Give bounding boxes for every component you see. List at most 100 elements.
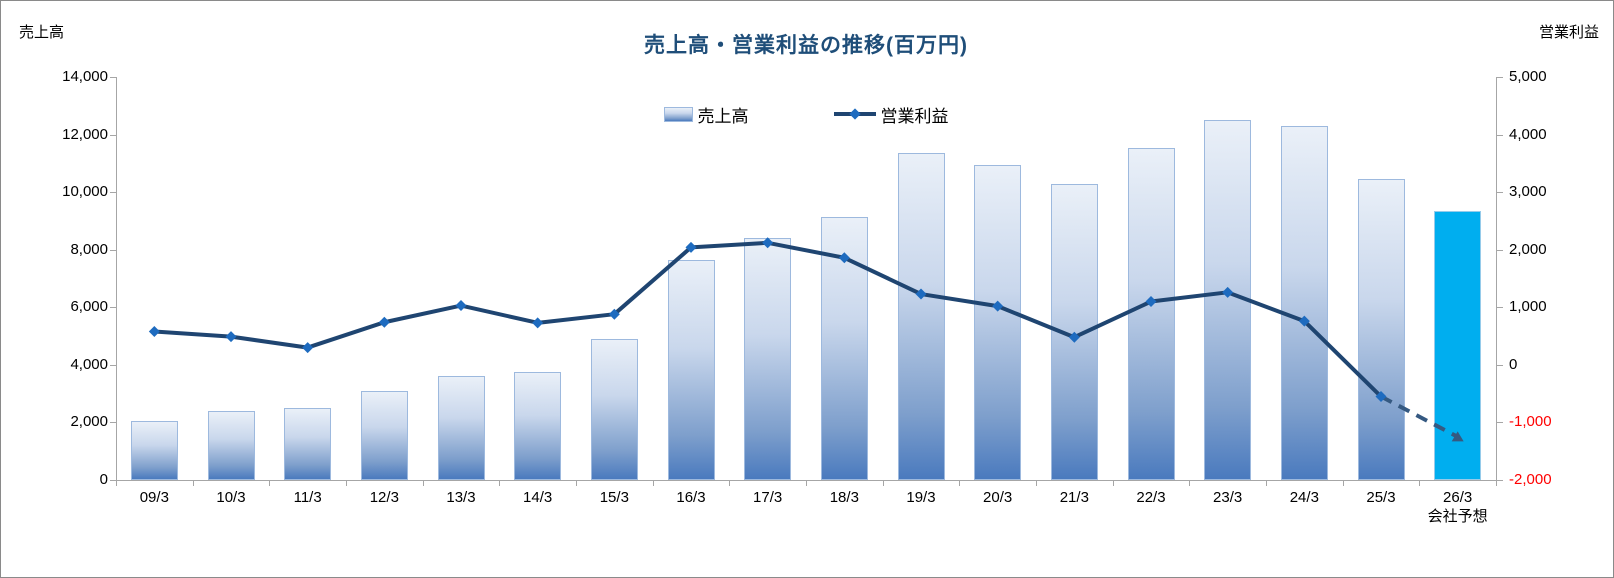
left-axis-tick xyxy=(110,77,116,78)
legend-item-sales: 売上高 xyxy=(663,102,749,127)
left-axis-tick-label: 4,000 xyxy=(70,355,108,373)
x-axis-category-label: 11/3 xyxy=(293,489,322,506)
x-axis-category-label: 21/3 xyxy=(1059,489,1089,506)
left-axis-title: 売上高 xyxy=(19,24,65,41)
x-axis-tick xyxy=(1112,480,1114,486)
x-axis-tick xyxy=(1189,480,1191,486)
right-axis-tick-label: 5,000 xyxy=(1509,68,1547,85)
left-axis-line xyxy=(116,77,117,480)
left-axis-tick-label: 0 xyxy=(99,471,108,488)
x-axis-category-label: 20/3 xyxy=(983,489,1013,506)
x-axis-tick xyxy=(1419,480,1421,486)
x-axis-tick xyxy=(346,480,347,486)
x-axis-category-label: 13/3 xyxy=(446,489,476,506)
x-axis-category-label: 16/3 xyxy=(676,489,706,506)
sales-bar xyxy=(590,338,638,480)
right-axis-tick xyxy=(1497,134,1503,136)
x-axis-tick xyxy=(1266,480,1267,486)
x-axis-tick xyxy=(1342,480,1344,486)
x-axis-category-label: 18/3 xyxy=(829,489,859,506)
x-axis-category-label: 15/3 xyxy=(599,489,629,506)
left-axis-tick xyxy=(110,480,116,481)
left-axis-tick-label: 10,000 xyxy=(62,183,108,201)
left-axis-tick xyxy=(110,249,116,251)
right-axis-tick-label: -2,000 xyxy=(1509,471,1552,488)
sales-bar xyxy=(130,420,178,480)
x-axis-category-label: 24/3 xyxy=(1289,489,1319,506)
sales-bar xyxy=(514,372,562,480)
right-axis-tick-label: 1,000 xyxy=(1509,298,1547,316)
x-axis-category-label: 25/3 xyxy=(1366,489,1396,506)
legend-label-profit: 営業利益 xyxy=(880,106,949,126)
sales-bar xyxy=(284,408,332,480)
sales-bar xyxy=(1357,179,1405,480)
right-axis-tick-label: 2,000 xyxy=(1509,240,1547,258)
left-axis-tick-label: 12,000 xyxy=(62,125,108,143)
legend-item-profit: 営業利益 xyxy=(833,102,949,127)
sales-bar xyxy=(744,238,792,480)
right-axis-line xyxy=(1496,77,1497,480)
x-axis-tick xyxy=(959,480,961,486)
right-axis-tick-label: 0 xyxy=(1509,355,1518,373)
right-axis-tick-label: 3,000 xyxy=(1509,183,1547,201)
sales-bar xyxy=(667,259,715,480)
x-axis-category-label: 26/3 xyxy=(1443,489,1473,506)
right-axis-tick xyxy=(1497,77,1503,78)
x-axis-tick xyxy=(422,480,424,486)
sales-bar xyxy=(1050,184,1098,480)
left-axis-tick xyxy=(110,364,116,366)
sales-bar xyxy=(820,217,868,480)
x-axis-category-label: 10/3 xyxy=(216,489,246,506)
left-axis-tick-label: 6,000 xyxy=(70,298,108,316)
sales-bar xyxy=(897,153,945,480)
x-axis-forecast-note: 会社予想 xyxy=(1427,508,1488,525)
right-axis-tick-label: 4,000 xyxy=(1509,125,1547,143)
x-axis-category-label: 19/3 xyxy=(906,489,936,506)
sales-bar xyxy=(1280,125,1328,480)
sales-bar xyxy=(437,376,485,480)
sales-bar-swatch-icon xyxy=(663,106,693,122)
x-axis-tick xyxy=(806,480,807,486)
x-axis-tick xyxy=(116,480,117,486)
left-axis-tick xyxy=(110,192,116,194)
x-axis-tick xyxy=(269,480,271,486)
x-axis-category-label: 17/3 xyxy=(753,489,783,506)
x-axis-category-label: 09/3 xyxy=(139,489,169,506)
profit-line-swatch-icon xyxy=(833,108,876,120)
x-axis-category-label: 14/3 xyxy=(523,489,553,506)
sales-bar xyxy=(1127,147,1175,480)
legend: 売上高 営業利益 xyxy=(116,101,1496,127)
x-axis-tick xyxy=(192,480,194,486)
x-axis-tick xyxy=(882,480,884,486)
sales-bar-forecast xyxy=(1434,210,1482,480)
chart-title: 売上高・営業利益の推移(百万円) xyxy=(644,34,968,57)
right-axis-tick xyxy=(1497,480,1503,481)
left-axis-tick xyxy=(110,134,116,136)
left-axis-tick-label: 14,000 xyxy=(62,68,108,85)
sales-bar xyxy=(974,164,1022,480)
sales-bar xyxy=(360,390,408,480)
x-axis-tick xyxy=(729,480,731,486)
right-axis-tick xyxy=(1497,192,1503,194)
x-axis-tick xyxy=(1496,480,1497,486)
x-axis-tick xyxy=(499,480,501,486)
right-axis-title: 営業利益 xyxy=(1538,24,1599,41)
sales-bar xyxy=(207,410,255,480)
x-axis-tick xyxy=(1036,480,1037,486)
right-axis-tick xyxy=(1497,364,1503,366)
legend-label-sales: 売上高 xyxy=(697,106,749,126)
x-axis-tick xyxy=(652,480,654,486)
right-axis-tick xyxy=(1497,249,1503,251)
left-axis-tick xyxy=(110,422,116,424)
sales-bar xyxy=(1204,120,1252,480)
right-axis-tick xyxy=(1497,422,1503,424)
right-axis-tick xyxy=(1497,307,1503,309)
x-axis-category-label: 22/3 xyxy=(1136,489,1166,506)
x-axis-tick xyxy=(576,480,577,486)
x-axis-category-label: 23/3 xyxy=(1213,489,1243,506)
left-axis-tick xyxy=(110,307,116,309)
right-axis-tick-label: -1,000 xyxy=(1509,413,1552,431)
left-axis-tick-label: 8,000 xyxy=(70,240,108,258)
